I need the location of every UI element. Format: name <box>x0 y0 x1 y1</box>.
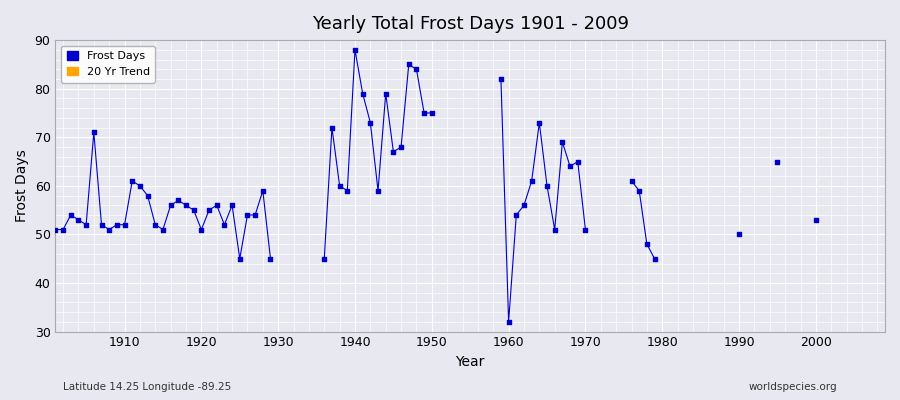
Point <box>248 212 262 218</box>
Point <box>264 256 278 262</box>
Point <box>94 222 109 228</box>
Point <box>547 226 562 233</box>
Point <box>194 226 209 233</box>
Point <box>625 178 639 184</box>
Point <box>164 202 178 208</box>
Point <box>240 212 255 218</box>
Point <box>79 222 94 228</box>
Point <box>632 188 646 194</box>
Point <box>202 207 216 213</box>
Point <box>578 226 592 233</box>
Point <box>132 183 147 189</box>
Point <box>501 319 516 325</box>
Point <box>317 256 331 262</box>
Point <box>494 76 508 82</box>
Point <box>347 47 362 53</box>
Point <box>732 231 746 238</box>
Point <box>640 241 654 247</box>
Point <box>71 217 86 223</box>
Point <box>325 124 339 131</box>
Point <box>364 120 378 126</box>
Point <box>217 222 231 228</box>
Point <box>210 202 224 208</box>
Point <box>379 90 393 97</box>
Point <box>417 110 431 116</box>
Point <box>56 226 70 233</box>
Point <box>340 188 355 194</box>
Point <box>517 202 531 208</box>
Point <box>117 222 131 228</box>
Point <box>562 163 577 170</box>
Point <box>401 61 416 68</box>
Point <box>809 217 824 223</box>
Point <box>425 110 439 116</box>
Point <box>64 212 78 218</box>
Legend: Frost Days, 20 Yr Trend: Frost Days, 20 Yr Trend <box>61 46 155 82</box>
Text: Latitude 14.25 Longitude -89.25: Latitude 14.25 Longitude -89.25 <box>63 382 231 392</box>
Point <box>140 192 155 199</box>
Point <box>356 90 370 97</box>
Point <box>102 226 116 233</box>
Point <box>86 129 101 136</box>
Point <box>171 197 185 204</box>
Point <box>179 202 194 208</box>
Point <box>225 202 239 208</box>
Point <box>371 188 385 194</box>
Point <box>509 212 524 218</box>
Point <box>770 158 785 165</box>
Point <box>256 188 270 194</box>
Point <box>410 66 424 72</box>
Point <box>125 178 140 184</box>
Title: Yearly Total Frost Days 1901 - 2009: Yearly Total Frost Days 1901 - 2009 <box>311 15 629 33</box>
Point <box>49 226 63 233</box>
Point <box>394 144 409 150</box>
Point <box>110 222 124 228</box>
Point <box>232 256 247 262</box>
Point <box>386 149 400 155</box>
Point <box>156 226 170 233</box>
Point <box>186 207 201 213</box>
Point <box>525 178 539 184</box>
Y-axis label: Frost Days: Frost Days <box>15 150 29 222</box>
Text: worldspecies.org: worldspecies.org <box>749 382 837 392</box>
X-axis label: Year: Year <box>455 355 485 369</box>
Point <box>532 120 546 126</box>
Point <box>148 222 163 228</box>
Point <box>555 139 570 145</box>
Point <box>647 256 662 262</box>
Point <box>571 158 585 165</box>
Point <box>332 183 347 189</box>
Point <box>540 183 554 189</box>
